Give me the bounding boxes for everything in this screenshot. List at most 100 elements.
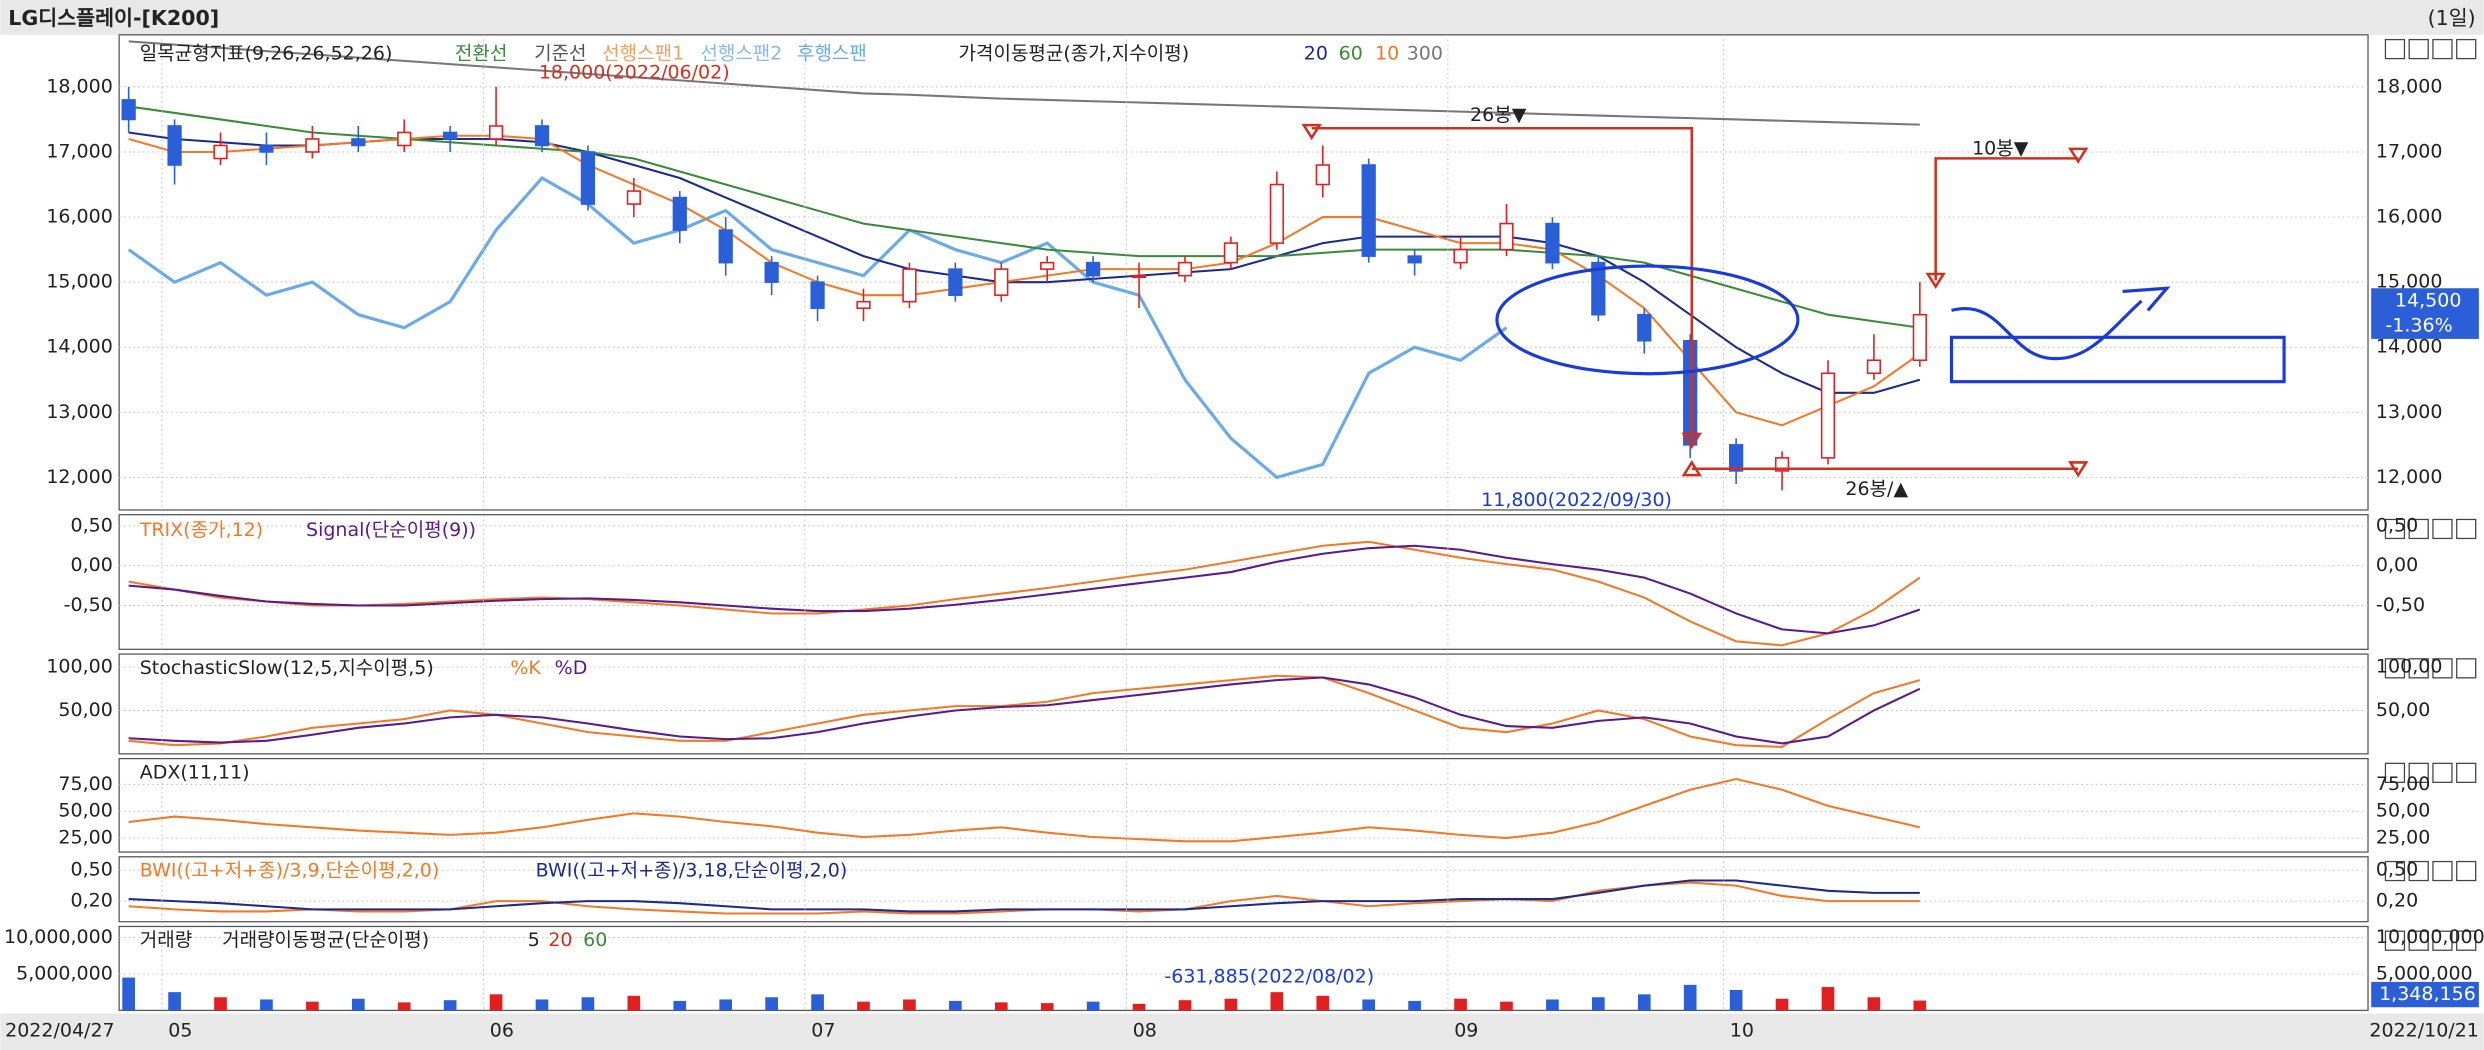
panel-buttons[interactable]: [2384, 930, 2477, 951]
panel-button[interactable]: [2456, 38, 2477, 60]
panel-button[interactable]: [2384, 38, 2406, 60]
title-bar: [0, 0, 2484, 35]
panel-button[interactable]: [2432, 38, 2453, 60]
panel-button[interactable]: [2384, 930, 2406, 951]
y-tick-label-right: 15,000: [2376, 271, 2442, 293]
volume-bar: [581, 997, 595, 1011]
legend: 거래량: [140, 929, 192, 951]
volume-bar: [122, 977, 135, 1011]
panel-buttons[interactable]: [2384, 860, 2477, 882]
candle-body: [351, 138, 366, 147]
volume-bar: [1592, 997, 1605, 1011]
legend: 기준선: [534, 42, 586, 64]
panel-button[interactable]: [2408, 860, 2429, 882]
panel-button[interactable]: [2384, 860, 2406, 882]
legend: %D: [555, 657, 588, 679]
legend: 5: [528, 929, 540, 951]
panel-frame: [118, 34, 2369, 511]
y-tick-label: 0,00: [71, 554, 113, 576]
panel-button[interactable]: [2456, 658, 2477, 679]
y-tick-label: 17,000: [46, 140, 112, 162]
series-line: [128, 540, 1921, 647]
projection-arrow: [2122, 286, 2171, 312]
volume-bar: [1178, 1000, 1192, 1011]
y-tick-label-right: 0,50: [2376, 514, 2418, 536]
y-tick-label: 0,20: [71, 890, 113, 912]
volume-bar: [1637, 994, 1651, 1011]
candle-body: [121, 99, 136, 121]
y-tick-label: 16,000: [46, 206, 112, 228]
candle-body: [259, 144, 274, 153]
y-tick-label-right: 13,000: [2376, 401, 2442, 423]
panel-button[interactable]: [2432, 930, 2453, 951]
volume-bar: [1546, 999, 1559, 1011]
volume-bar: [443, 1000, 457, 1011]
arrow-line: [1311, 127, 1694, 441]
volume-bar: [949, 1000, 962, 1011]
panel-frame: [118, 925, 2369, 1012]
panel-buttons[interactable]: [2384, 762, 2477, 783]
panel-button[interactable]: [2408, 762, 2429, 783]
legend: 전환선: [455, 42, 507, 64]
y-tick-label-right: 17,000: [2376, 140, 2442, 162]
legend: 선행스팬1: [602, 42, 684, 64]
panel-button[interactable]: [2384, 518, 2406, 540]
y-tick-label: 5,000,000: [16, 962, 113, 984]
annotation: 18,000(2022/06/02): [539, 61, 730, 83]
y-tick-label-right: 12,000: [2376, 466, 2442, 488]
legend: 10: [1375, 42, 1399, 64]
red-drawings: [1301, 123, 2089, 478]
panel-button[interactable]: [2432, 860, 2453, 882]
y-tick-label: 0,50: [71, 859, 113, 881]
x-tick-label: 06: [490, 1019, 514, 1041]
panel-button[interactable]: [2408, 38, 2429, 60]
panel-buttons[interactable]: [2384, 518, 2477, 540]
panel-button[interactable]: [2432, 518, 2453, 540]
panel-button[interactable]: [2384, 658, 2406, 679]
y-tick-label-right: 50,00: [2376, 699, 2430, 721]
panel-button[interactable]: [2408, 518, 2429, 540]
volume-bar: [1408, 1000, 1421, 1011]
legend: 20: [1304, 42, 1328, 64]
series-line: [128, 134, 1921, 427]
candle-body: [1177, 261, 1193, 277]
panel-button[interactable]: [2384, 762, 2406, 783]
candle-body: [1728, 444, 1744, 472]
panel-button[interactable]: [2456, 762, 2477, 783]
panel-button[interactable]: [2408, 930, 2429, 951]
panel-buttons[interactable]: [2384, 658, 2477, 679]
x-tick-label: 08: [1133, 1019, 1157, 1041]
volume-bar: [1316, 995, 1330, 1011]
volume-bar: [1224, 998, 1238, 1011]
volume-bar: [1683, 984, 1697, 1011]
volume-bar: [1270, 992, 1284, 1011]
candle-body: [948, 268, 963, 296]
volume-bar: [397, 1002, 411, 1011]
panel-button[interactable]: [2432, 762, 2453, 783]
series-line: [128, 131, 1921, 394]
panel-button[interactable]: [2456, 930, 2477, 951]
series-line: [128, 879, 1920, 913]
panel-button[interactable]: [2456, 518, 2477, 540]
volume-bar: [673, 1000, 687, 1011]
legend: ADX(11,11): [140, 761, 250, 783]
candle-body: [1086, 261, 1101, 277]
panel-button[interactable]: [2408, 658, 2429, 679]
blue-drawings: [1495, 264, 2286, 384]
y-tick-label: 13,000: [46, 401, 112, 423]
candle-body: [305, 138, 320, 153]
y-tick-label: 50,00: [58, 699, 112, 721]
date-bar: [0, 1013, 2484, 1050]
legend: 60: [1339, 42, 1363, 64]
panel-button[interactable]: [2456, 860, 2477, 882]
volume-bar: [260, 999, 273, 1011]
panel-button[interactable]: [2432, 658, 2453, 679]
candle-body: [856, 300, 871, 309]
volume-bar: [1086, 1001, 1100, 1011]
volume-bar: [1821, 987, 1835, 1011]
y-tick-label-right: 18,000: [2376, 75, 2442, 97]
panel-buttons[interactable]: [2384, 38, 2477, 60]
candle-body: [1131, 274, 1147, 279]
x-tick-label: 09: [1454, 1019, 1478, 1041]
volume-bar: [1775, 998, 1789, 1011]
